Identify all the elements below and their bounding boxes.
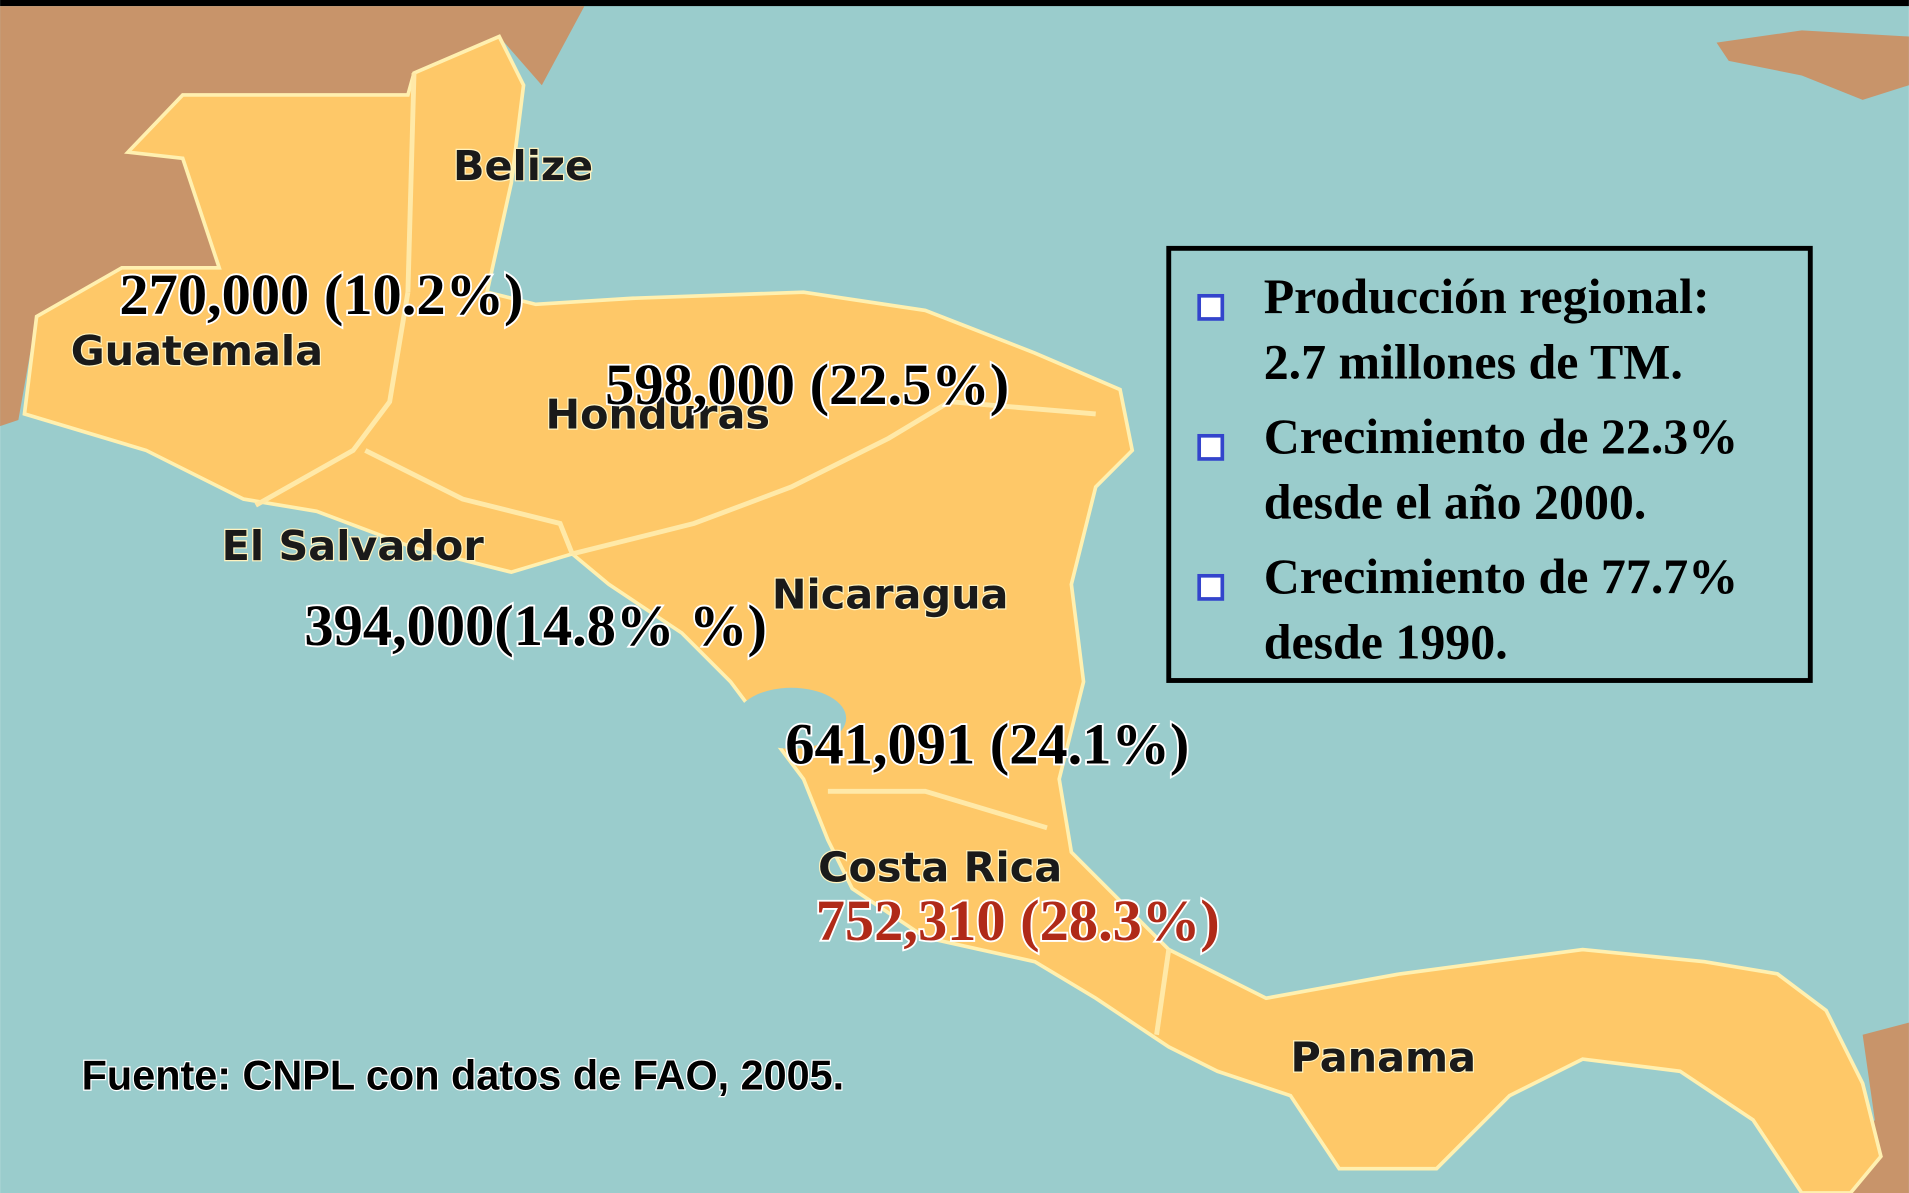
country-name: Costa Rica [818, 843, 1062, 891]
production-label: 752,310 (28.3%) [816, 888, 1220, 953]
land-bottom-right [1826, 1022, 1909, 1193]
info-text: Crecimiento de 22.3% [1264, 409, 1738, 464]
production-label: 598,000 (22.5%) [605, 352, 1009, 417]
info-text: desde 1990. [1264, 615, 1508, 670]
country-name: Panama [1290, 1033, 1476, 1081]
land-right [1716, 30, 1909, 100]
production-label: 270,000 (10.2%) [119, 262, 523, 327]
border-belize [405, 72, 417, 293]
top-bar [0, 0, 1909, 7]
border-honduras-nicaragua [571, 399, 1096, 557]
country-name: El Salvador [222, 522, 485, 570]
mexico [0, 6, 585, 427]
bullet [1197, 293, 1225, 321]
bullet [1197, 573, 1225, 601]
info-items: Producción regional: 2.7 millones de TM. C… [1197, 269, 1738, 670]
country-name: Guatemala [71, 327, 323, 375]
border-costarica-panama [1154, 949, 1172, 1036]
production-label: 394,000(14.8% %) [304, 593, 766, 658]
info-text: Producción regional: [1264, 269, 1710, 324]
country-name: Nicaragua [772, 571, 1009, 619]
lake-nicaragua [736, 687, 847, 749]
border-nicaragua-costarica [827, 788, 1048, 831]
country-name: Honduras [545, 391, 770, 439]
production-label: 641,091 (24.1%) [785, 711, 1189, 776]
central-america [22, 34, 1883, 1193]
source: Fuente: CNPL con datos de FAO, 2005. [82, 1053, 845, 1099]
info-text: Crecimiento de 77.7% [1264, 549, 1738, 604]
info-box [1166, 245, 1813, 683]
bullet [1197, 433, 1225, 461]
country-name: Belize [453, 142, 593, 190]
border-guatemala-honduras [254, 291, 411, 508]
info-text: desde el año 2000. [1264, 475, 1647, 530]
border-honduras-salvador [364, 448, 575, 555]
info-text: 2.7 millones de TM. [1264, 335, 1683, 390]
